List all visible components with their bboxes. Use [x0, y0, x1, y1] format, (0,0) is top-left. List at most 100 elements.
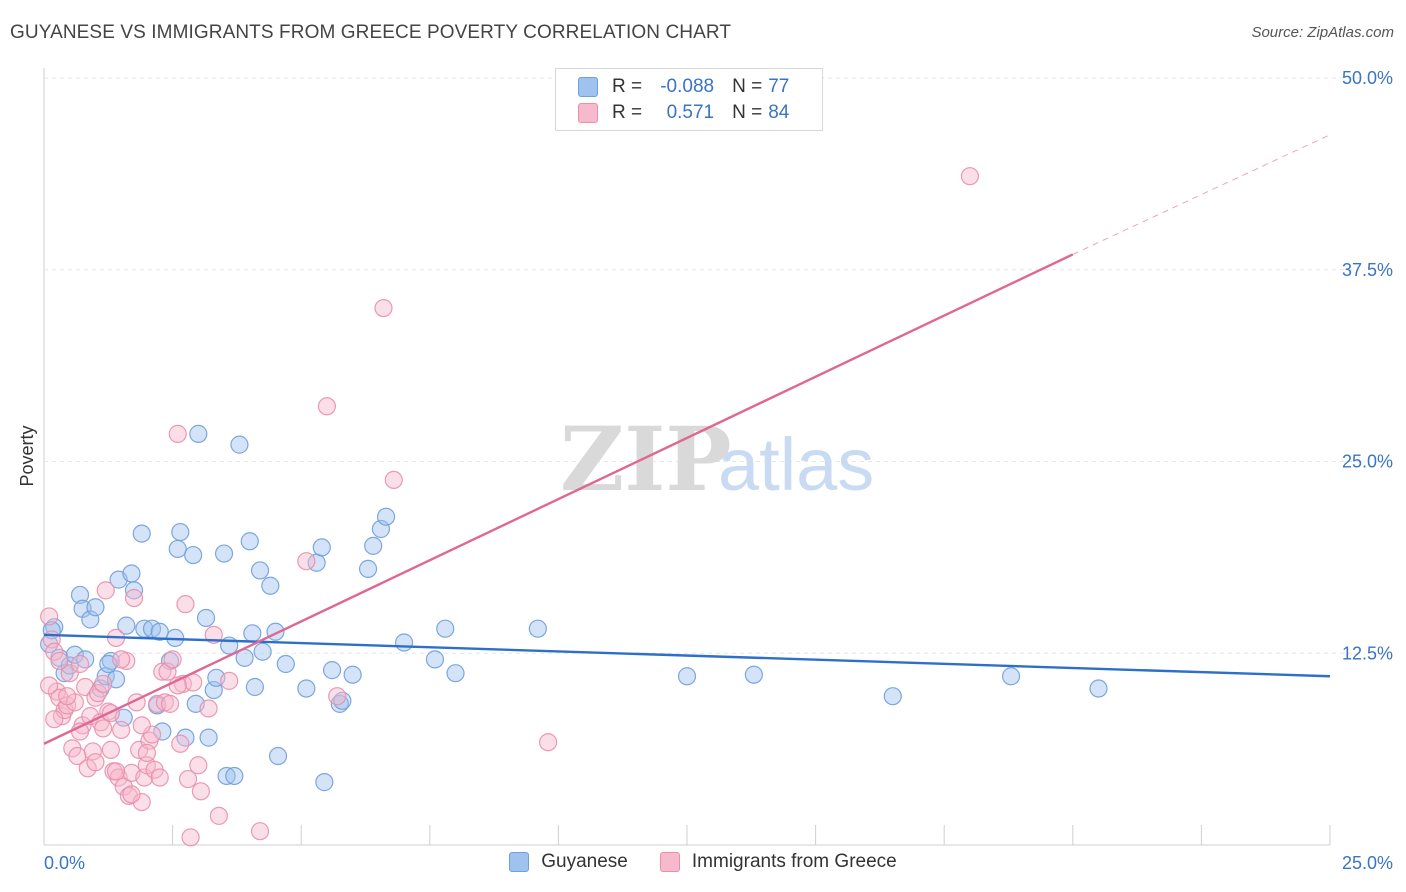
point-guyanese	[86, 598, 105, 617]
point-greece	[142, 725, 162, 744]
point-greece	[106, 762, 126, 781]
legend-item-guyanese: Guyanese	[509, 851, 628, 873]
y-axis-label: Poverty	[17, 425, 37, 486]
legend-swatch-greece	[578, 103, 598, 123]
point-greece	[58, 687, 77, 706]
point-guyanese	[276, 654, 295, 674]
watermark-zip: ZIP	[560, 407, 732, 511]
point-greece	[83, 742, 102, 761]
legend-r-value: -0.088	[660, 76, 715, 97]
point-greece	[163, 650, 182, 669]
y-tick-labels: 12.5% 25.0% 37.5% 50.0%	[1342, 68, 1393, 663]
point-greece	[317, 397, 337, 416]
chart-title: GUYANESE VS IMMIGRANTS FROM GREECE POVER…	[10, 22, 732, 43]
point-guyanese	[528, 619, 547, 638]
point-greece	[176, 595, 195, 614]
y-tick-label: 25.0%	[1342, 452, 1393, 472]
point-guyanese	[132, 524, 151, 543]
point-greece	[189, 756, 208, 775]
point-guyanese	[171, 522, 190, 542]
point-guyanese	[150, 622, 169, 641]
point-guyanese	[446, 664, 465, 683]
point-guyanese	[1001, 667, 1021, 686]
point-guyanese	[322, 661, 342, 680]
point-greece	[94, 674, 113, 694]
point-greece	[94, 719, 113, 738]
point-greece	[153, 662, 172, 681]
point-greece	[45, 710, 64, 729]
point-greece	[40, 676, 59, 695]
point-guyanese	[268, 746, 288, 766]
point-guyanese	[376, 507, 396, 526]
point-guyanese	[261, 576, 280, 595]
legend-label-guyanese: Guyanese	[541, 851, 628, 872]
point-guyanese	[153, 722, 172, 741]
point-guyanese	[243, 624, 262, 643]
point-guyanese	[677, 667, 697, 686]
point-guyanese	[245, 677, 265, 697]
point-guyanese	[343, 665, 362, 684]
point-guyanese	[122, 564, 141, 583]
point-greece	[148, 694, 167, 713]
point-guyanese	[297, 679, 316, 698]
point-guyanese	[65, 645, 84, 664]
series-legend: Guyanese Immigrants from Greece	[0, 851, 1406, 873]
point-greece	[160, 694, 180, 713]
point-greece	[132, 792, 151, 812]
point-guyanese	[253, 642, 272, 661]
x-tick-label-min: 0.0%	[44, 853, 85, 873]
point-guyanese	[199, 728, 218, 747]
point-guyanese	[184, 545, 203, 565]
point-guyanese	[436, 619, 455, 638]
point-guyanese	[217, 766, 236, 786]
point-greece	[112, 720, 131, 740]
point-guyanese	[70, 585, 90, 605]
point-greece	[137, 743, 156, 763]
point-greece	[70, 654, 90, 674]
x-tick-label-max: 25.0%	[1342, 853, 1393, 873]
point-greece	[45, 642, 64, 661]
point-greece	[86, 753, 105, 772]
legend-r-label: R =	[612, 102, 643, 123]
point-greece	[199, 699, 218, 718]
point-greece	[209, 806, 228, 825]
legend-row-guyanese: R = -0.088 N = 77	[578, 75, 789, 99]
point-greece	[960, 167, 980, 186]
point-greece	[539, 733, 558, 752]
point-greece	[150, 768, 169, 787]
point-greece	[297, 552, 316, 571]
legend-label-greece: Immigrants from Greece	[691, 851, 897, 872]
legend-r-label: R =	[612, 76, 643, 97]
point-guyanese	[425, 650, 445, 669]
point-guyanese	[744, 665, 763, 684]
point-greece	[374, 299, 393, 318]
legend-row-greece: R = 0.571 N = 84	[578, 101, 789, 125]
point-guyanese	[358, 559, 378, 578]
point-greece	[101, 740, 120, 759]
point-greece	[220, 671, 239, 690]
y-tick-label: 12.5%	[1342, 643, 1393, 663]
point-guyanese	[196, 608, 216, 628]
point-greece	[178, 769, 198, 789]
point-greece	[328, 687, 347, 706]
legend-swatch-greece	[659, 852, 680, 872]
point-guyanese	[189, 424, 208, 443]
watermark-atlas: atlas	[718, 423, 874, 506]
point-guyanese	[214, 544, 234, 563]
point-guyanese	[312, 538, 331, 557]
point-greece	[384, 470, 403, 490]
point-guyanese	[117, 616, 136, 635]
point-greece	[171, 734, 190, 753]
legend-r-value: 0.571	[666, 102, 715, 123]
point-greece	[168, 424, 187, 443]
legend-n-value: 77	[768, 76, 790, 97]
point-greece	[132, 716, 151, 735]
point-guyanese	[240, 532, 259, 551]
legend-n-label: N =	[732, 76, 763, 97]
point-greece	[112, 650, 131, 669]
point-guyanese	[168, 539, 187, 559]
point-guyanese	[315, 773, 334, 792]
trend-line-greece-extension	[1072, 134, 1331, 255]
point-greece	[124, 588, 144, 608]
